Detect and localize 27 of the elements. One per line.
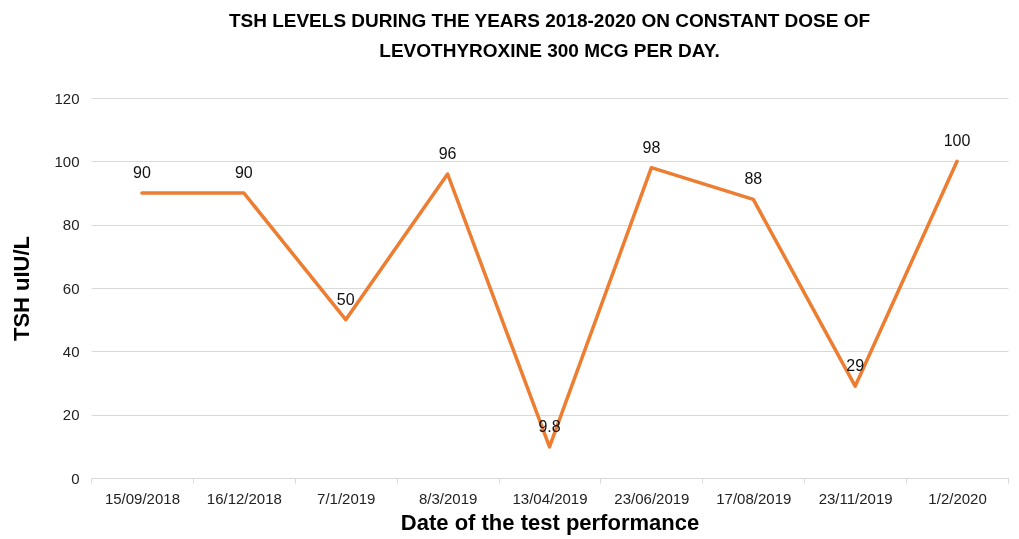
y-tick-label: 0 (71, 469, 80, 487)
data-label: 29 (846, 357, 865, 375)
y-tick-label: 40 (62, 342, 80, 360)
data-label: 88 (744, 170, 763, 188)
y-tick-label: 100 (54, 152, 80, 170)
x-tick-label: 1/2/2020 (928, 489, 987, 507)
chart-title: TSH LEVELS DURING THE YEARS 2018-2020 ON CONSTANT DOSE OF LEVOTHYROXINE 300 MCG PER DAY. (228, 10, 871, 61)
x-tick-label: 17/08/2019 (716, 489, 792, 507)
data-label: 50 (336, 290, 355, 308)
x-axis-title: Date of the test performance (400, 509, 700, 535)
y-tick-label: 120 (54, 89, 80, 107)
data-label: 100 (943, 132, 971, 150)
x-tick-label: 16/12/2018 (206, 489, 282, 507)
x-tick-label: 15/09/2018 (104, 489, 180, 507)
data-label: 96 (438, 145, 457, 162)
x-tick-label: 13/04/2019 (512, 489, 588, 507)
y-tick-label: 80 (62, 216, 80, 234)
y-axis-title: TSH uIU/L (9, 235, 35, 342)
x-tick-label: 7/1/2019 (317, 489, 376, 507)
x-tick-label: 8/3/2019 (418, 489, 478, 507)
data-label: 98 (642, 138, 661, 156)
x-tick-label: 23/11/2019 (818, 489, 893, 507)
y-tick-label: 20 (62, 406, 80, 424)
x-tick-label: 23/06/2019 (614, 489, 690, 507)
data-label: 90 (133, 164, 151, 181)
y-tick-label: 60 (62, 279, 80, 297)
data-label: 90 (234, 164, 253, 181)
